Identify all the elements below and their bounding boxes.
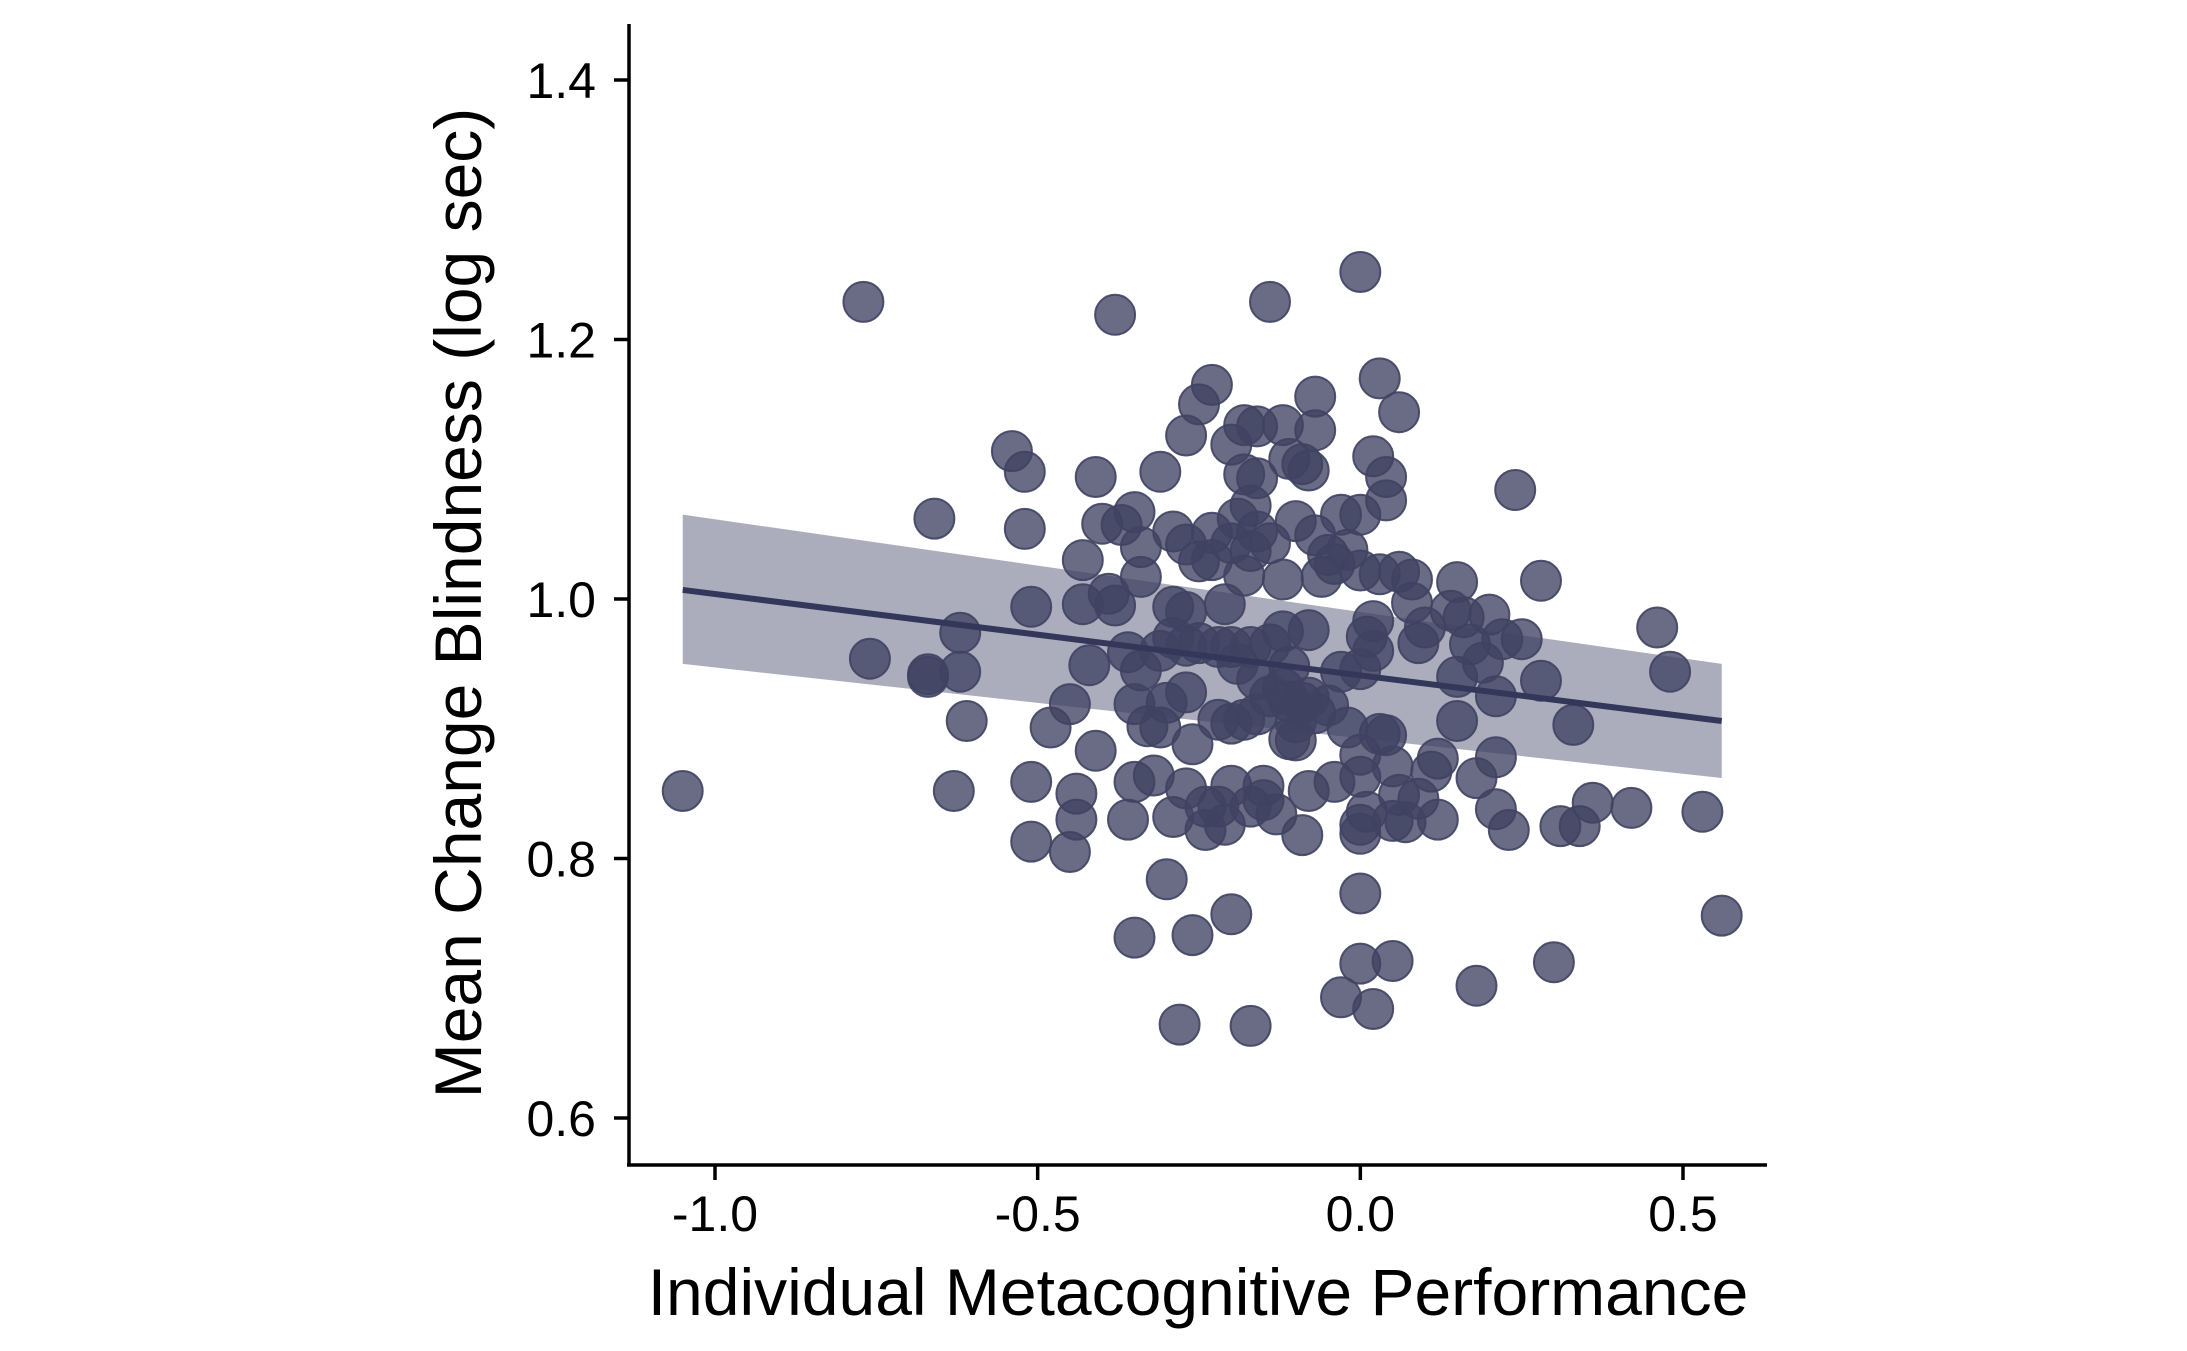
data-point xyxy=(1681,790,1724,833)
data-point xyxy=(939,650,982,693)
x-axis-title: Individual Metacognitive Performance xyxy=(648,1255,1749,1329)
data-point xyxy=(1287,449,1330,492)
regression-line xyxy=(682,586,1723,724)
x-tick-label: -0.5 xyxy=(995,1186,1081,1242)
data-point xyxy=(1532,941,1575,984)
y-tick-label: 0.6 xyxy=(526,1091,596,1147)
data-point xyxy=(1190,363,1233,406)
data-point xyxy=(1352,988,1395,1030)
data-point xyxy=(1119,555,1162,598)
data-point xyxy=(1700,894,1743,937)
data-point xyxy=(1010,820,1053,863)
data-point xyxy=(1003,450,1046,493)
data-point xyxy=(1236,457,1279,500)
data-point xyxy=(1378,391,1421,434)
data-point xyxy=(1074,729,1117,772)
data-point xyxy=(1158,1003,1201,1046)
y-axis-title: Mean Change Blindness (log sec) xyxy=(421,108,495,1099)
y-tick-label: 1.0 xyxy=(526,572,596,628)
regression-line-layer xyxy=(682,586,1723,724)
data-point xyxy=(1294,409,1337,452)
data-point xyxy=(1371,940,1414,982)
x-tick-label: 0.0 xyxy=(1326,1186,1396,1242)
data-point xyxy=(1358,357,1401,400)
data-point xyxy=(1107,798,1149,841)
data-point xyxy=(1094,293,1137,336)
data-point xyxy=(1139,450,1182,493)
data-point xyxy=(1003,507,1046,550)
data-point xyxy=(1249,280,1291,323)
data-point xyxy=(1113,491,1156,534)
data-point xyxy=(1500,618,1543,661)
data-point xyxy=(913,497,956,540)
data-point xyxy=(1339,251,1382,293)
data-point xyxy=(1281,814,1324,857)
data-point xyxy=(1145,858,1188,901)
x-tick-label: 0.5 xyxy=(1648,1186,1718,1242)
data-point xyxy=(939,611,982,654)
data-point xyxy=(1113,916,1156,959)
data-point xyxy=(1074,456,1117,498)
y-tick-label: 1.4 xyxy=(526,53,596,109)
y-tick-label: 1.2 xyxy=(526,313,596,369)
data-point xyxy=(1571,781,1614,824)
data-point xyxy=(1055,772,1098,815)
data-point xyxy=(1416,798,1459,841)
data-point xyxy=(1649,650,1692,693)
data-point xyxy=(1352,629,1395,672)
data-point xyxy=(661,770,704,812)
data-point xyxy=(1455,964,1498,1007)
data-point xyxy=(1636,606,1679,649)
data-point xyxy=(1171,914,1214,957)
data-point xyxy=(1339,872,1382,915)
axes-layer xyxy=(627,24,1767,1167)
data-point xyxy=(1010,760,1053,803)
data-point xyxy=(1165,671,1208,714)
data-point xyxy=(1487,809,1530,851)
data-point xyxy=(1229,1004,1272,1047)
data-point xyxy=(1365,479,1408,522)
data-point xyxy=(1171,723,1214,766)
data-point xyxy=(1094,584,1137,627)
x-tick-label: -1.0 xyxy=(672,1186,758,1242)
data-point xyxy=(1068,644,1111,687)
data-point xyxy=(1436,561,1479,604)
data-point xyxy=(1210,893,1253,936)
data-point xyxy=(1010,585,1053,628)
x-ticks-layer: -1.0 -0.5 0.0 0.5 xyxy=(672,1165,1718,1242)
y-ticks-layer: 0.6 0.8 1.0 1.2 1.4 xyxy=(526,53,629,1147)
data-point xyxy=(1048,683,1091,726)
scatter-points-layer xyxy=(661,251,1743,1047)
data-point xyxy=(945,700,988,742)
data-point xyxy=(1061,539,1104,582)
data-point xyxy=(842,280,885,323)
y-tick-label: 0.8 xyxy=(526,832,596,888)
data-point xyxy=(1494,469,1537,511)
data-point xyxy=(1416,737,1459,780)
data-point xyxy=(1520,559,1562,602)
data-point xyxy=(1436,700,1479,742)
data-point xyxy=(1287,609,1330,652)
data-point xyxy=(1474,736,1517,779)
data-point xyxy=(932,770,975,812)
data-point xyxy=(848,637,891,680)
data-point xyxy=(1261,558,1304,601)
data-point xyxy=(1610,786,1653,829)
data-point xyxy=(1552,703,1595,746)
